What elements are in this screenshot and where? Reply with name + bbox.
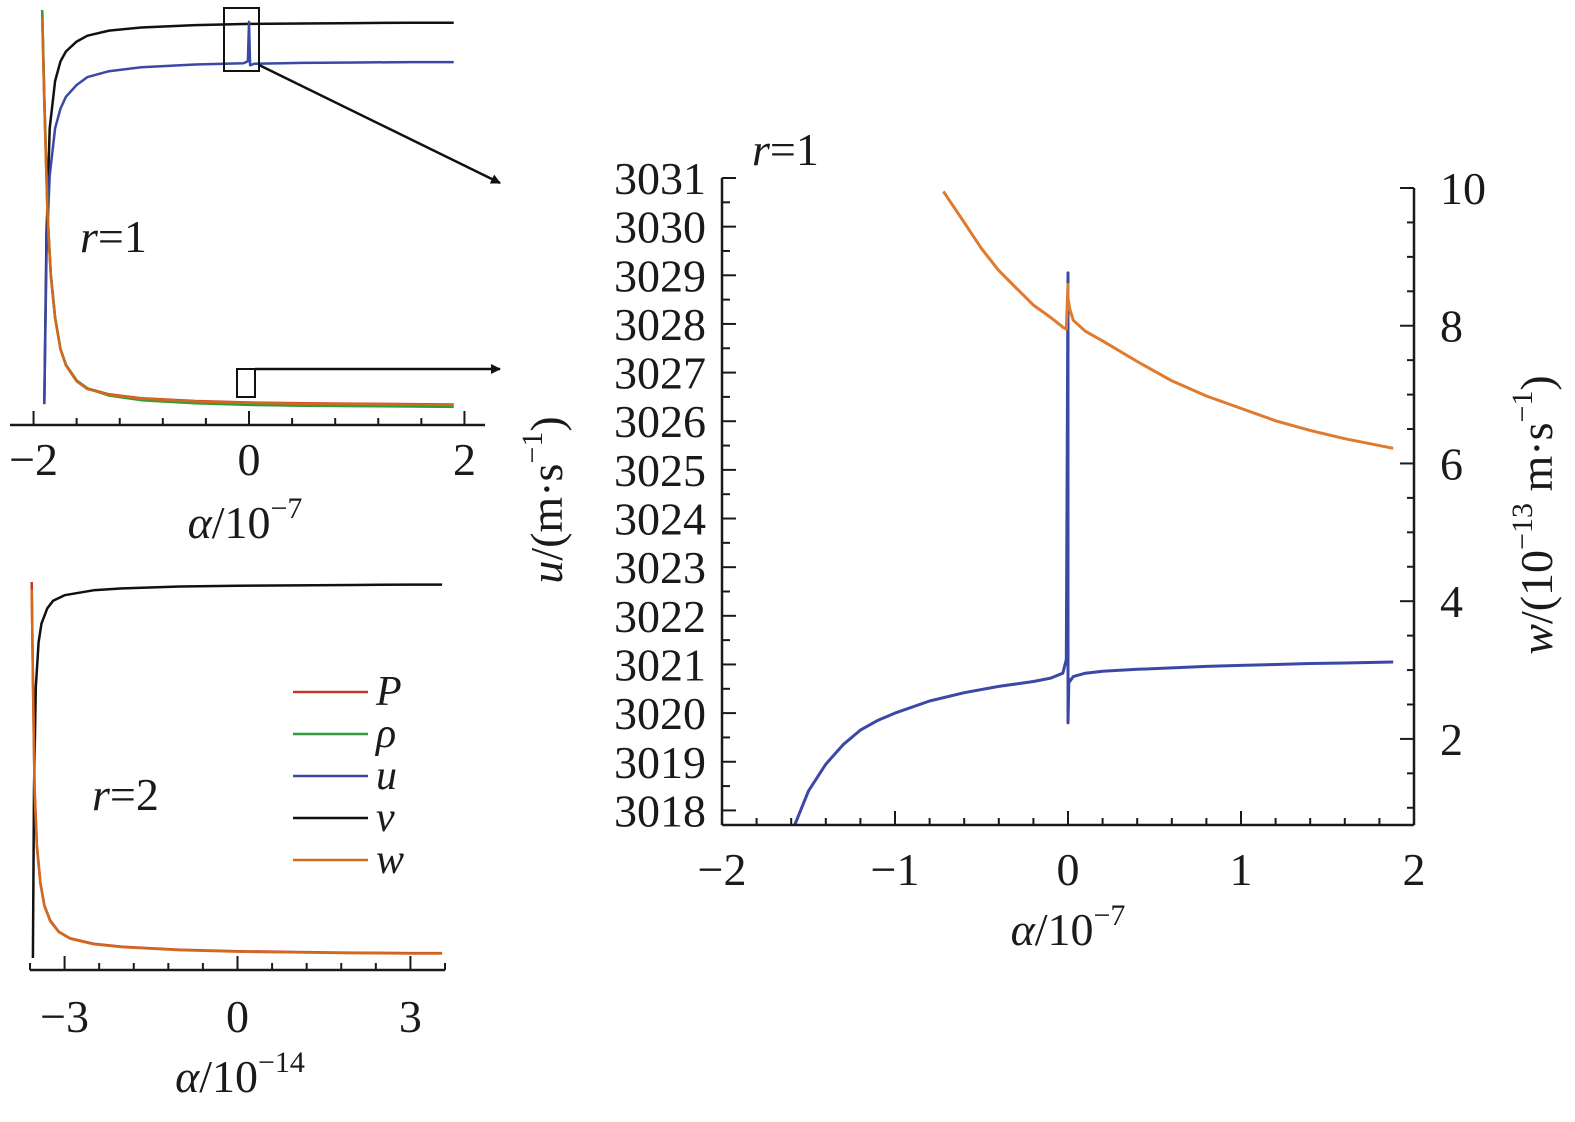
y-tick-label: 3031 (614, 153, 706, 204)
x-tick-label: 2 (1403, 844, 1426, 895)
x-tick-label: 0 (238, 434, 261, 485)
r-annotation: r=2 (92, 769, 159, 820)
panel-top-left: −2 0 2 r=1 α/10−7 (9, 7, 501, 548)
y-tick-label: 3019 (614, 737, 706, 788)
panel-right-zoom: −2 −1 0 1 2301830193020302130223023302430253… (516, 124, 1562, 955)
y2-axis-title: w/(10−13 m·s−1) (1506, 375, 1562, 654)
x-axis-title: α/10−7 (188, 492, 303, 548)
y-tick-label: 3021 (614, 639, 706, 690)
r-annotation: r=1 (80, 211, 147, 262)
x-tick-label: −1 (871, 844, 920, 895)
series-u-line (793, 271, 1394, 826)
y2-tick-label: 6 (1440, 438, 1463, 489)
series-u-line (43, 20, 454, 405)
y-tick-label: 3025 (614, 445, 706, 496)
series-P-line (40, 10, 454, 406)
x-ticks: −2 0 2 (9, 411, 476, 485)
legend-label-v: v (376, 795, 395, 841)
y-tick-label: 3023 (614, 542, 706, 593)
x-tick-label: 1 (1230, 844, 1253, 895)
x-tick-label: −3 (40, 991, 89, 1042)
y2-tick-label: 8 (1440, 301, 1463, 352)
x-tick-label: 2 (453, 434, 476, 485)
legend-label-w: w (376, 837, 404, 883)
series-v-line (43, 21, 454, 405)
series-rho-line (40, 10, 454, 409)
legend-label-u: u (376, 753, 397, 799)
series-v-line (31, 583, 443, 959)
r-annotation: r=1 (752, 124, 819, 175)
axis-ticks: −2 −1 0 1 2301830193020302130223023302430253… (614, 153, 1486, 895)
series-layer (30, 581, 443, 959)
legend-label-P: P (375, 669, 402, 715)
y-axis-title: u/(m·s−1) (516, 416, 572, 583)
y-tick-label: 3029 (614, 250, 706, 301)
y-tick-label: 3028 (614, 299, 706, 350)
series-w_zoom-line (942, 190, 1394, 450)
x-tick-label: −2 (698, 844, 747, 895)
x-tick-label: 0 (1057, 844, 1080, 895)
series-w-line (40, 17, 454, 407)
y2-tick-label: 10 (1440, 163, 1486, 214)
x-tick-label: −2 (9, 434, 58, 485)
zoom-arrow-upper (258, 63, 501, 185)
zoom-box-lower (236, 368, 256, 398)
series-layer (793, 190, 1394, 826)
y-tick-label: 3018 (614, 785, 706, 836)
y2-tick-label: 2 (1440, 714, 1463, 765)
x-axis-title: α/10−14 (175, 1046, 305, 1102)
x-axis-title: α/10−7 (1011, 899, 1126, 955)
series-w-line (30, 589, 443, 955)
x-ticks: −3 0 3 (29, 956, 446, 1042)
series-layer (40, 10, 454, 409)
y2-tick-label: 4 (1440, 576, 1463, 627)
y-tick-label: 3022 (614, 591, 706, 642)
y-tick-label: 3026 (614, 396, 706, 447)
x-tick-label: 3 (399, 991, 422, 1042)
y-tick-label: 3030 (614, 202, 706, 253)
y-tick-label: 3027 (614, 348, 706, 399)
y-tick-label: 3024 (614, 494, 706, 545)
legend-label-rho: ρ (374, 711, 396, 757)
y-tick-label: 3020 (614, 688, 706, 739)
zoom-box-upper (223, 7, 260, 72)
x-tick-label: 0 (226, 991, 249, 1042)
